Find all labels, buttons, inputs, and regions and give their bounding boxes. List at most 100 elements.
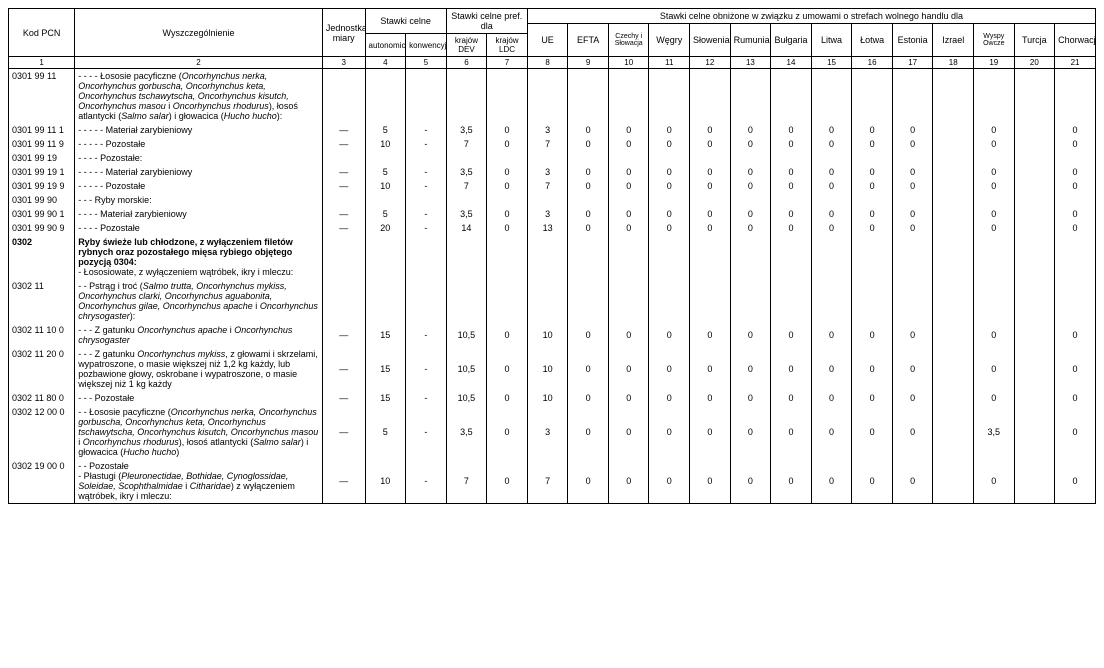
cell-value: 3,5 — [446, 207, 487, 221]
cell-value — [730, 69, 771, 124]
cell-value — [973, 69, 1014, 124]
cell-value: — — [322, 459, 365, 504]
cell-value: 0 — [892, 323, 933, 347]
cell-value — [933, 193, 974, 207]
cell-code: 0301 99 19 1 — [9, 165, 75, 179]
cell-value — [690, 69, 731, 124]
cell-value — [852, 235, 893, 279]
cell-value — [973, 279, 1014, 323]
cell-value: 7 — [446, 179, 487, 193]
cell-value: 0 — [730, 323, 771, 347]
cell-value — [446, 193, 487, 207]
table-row: 0301 99 19- - - - Pozostałe: — [9, 151, 1096, 165]
table-row: 0302Ryby świeże lub chłodzone, z wyłącze… — [9, 235, 1096, 279]
h-stawki: Stawki celne — [365, 9, 446, 34]
cell-value: 0 — [1055, 123, 1096, 137]
cell-value — [568, 69, 609, 124]
cell-code: 0302 — [9, 235, 75, 279]
col-num: 9 — [568, 57, 609, 69]
cell-value: - — [406, 179, 447, 193]
cell-value: - — [406, 207, 447, 221]
cell-value — [1055, 279, 1096, 323]
cell-value — [771, 279, 812, 323]
cell-value: 0 — [568, 347, 609, 391]
cell-value — [852, 151, 893, 165]
cell-value — [1014, 391, 1055, 405]
cell-value: 5 — [365, 123, 406, 137]
table-row: 0301 99 11 1- - - - - Materiał zarybieni… — [9, 123, 1096, 137]
h-lotwa: Łotwa — [852, 24, 893, 57]
column-numbers: 123456789101112131415161718192021 — [9, 57, 1096, 69]
cell-value — [322, 69, 365, 124]
cell-value: 0 — [1055, 221, 1096, 235]
cell-code: 0301 99 11 1 — [9, 123, 75, 137]
col-num: 19 — [973, 57, 1014, 69]
cell-value: 0 — [852, 123, 893, 137]
cell-value: 0 — [649, 459, 690, 504]
cell-value — [365, 235, 406, 279]
h-tur: Turcja — [1014, 24, 1055, 57]
cell-value: 3,5 — [446, 165, 487, 179]
cell-value: 3,5 — [446, 123, 487, 137]
table-row: 0302 11- - Pstrąg i troć (Salmo trutta, … — [9, 279, 1096, 323]
cell-value: 0 — [771, 221, 812, 235]
cell-value: 5 — [365, 207, 406, 221]
cell-code: 0302 11 — [9, 279, 75, 323]
tariff-table: Kod PCN Wyszczególnienie Jednostka miary… — [8, 8, 1096, 504]
cell-value — [487, 193, 528, 207]
cell-value: 0 — [690, 391, 731, 405]
h-auto: autonomiczne — [365, 34, 406, 57]
cell-value: 0 — [973, 391, 1014, 405]
cell-value: 0 — [568, 323, 609, 347]
cell-value: 0 — [649, 405, 690, 459]
cell-value: 10,5 — [446, 323, 487, 347]
cell-value: 0 — [608, 347, 649, 391]
col-num: 6 — [446, 57, 487, 69]
cell-value: 0 — [811, 179, 852, 193]
cell-value — [892, 193, 933, 207]
cell-value: 5 — [365, 165, 406, 179]
h-wysz: Wyszczególnienie — [75, 9, 323, 57]
cell-desc: - - Łososie pacyficzne (Oncorhynchus ner… — [75, 405, 323, 459]
cell-value: 0 — [608, 165, 649, 179]
cell-desc: - - - Z gatunku Oncorhynchus apache i On… — [75, 323, 323, 347]
cell-value: 0 — [852, 221, 893, 235]
cell-value: 0 — [487, 391, 528, 405]
cell-value — [690, 279, 731, 323]
cell-value — [1014, 151, 1055, 165]
cell-value: 0 — [892, 459, 933, 504]
cell-value — [608, 235, 649, 279]
cell-value: 0 — [690, 123, 731, 137]
cell-value — [1014, 207, 1055, 221]
cell-value: 0 — [568, 179, 609, 193]
cell-value — [811, 235, 852, 279]
col-num: 7 — [487, 57, 528, 69]
cell-value: — — [322, 221, 365, 235]
cell-value: 10,5 — [446, 347, 487, 391]
table-row: 0301 99 11- - - - Łososie pacyficzne (On… — [9, 69, 1096, 124]
cell-desc: - - - Ryby morskie: — [75, 193, 323, 207]
cell-value — [973, 151, 1014, 165]
cell-value: 0 — [771, 165, 812, 179]
cell-value — [730, 193, 771, 207]
cell-value: 0 — [568, 221, 609, 235]
h-czechy: Czechy i Słowacja — [608, 24, 649, 57]
col-num: 5 — [406, 57, 447, 69]
cell-value: 0 — [852, 391, 893, 405]
cell-value — [933, 221, 974, 235]
cell-value — [1014, 405, 1055, 459]
cell-value — [933, 391, 974, 405]
h-rum: Rumunia — [730, 24, 771, 57]
h-ue: UE — [527, 24, 568, 57]
h-est: Estonia — [892, 24, 933, 57]
cell-value — [973, 193, 1014, 207]
cell-value: 0 — [730, 347, 771, 391]
cell-value: 3 — [527, 123, 568, 137]
cell-value: 0 — [892, 391, 933, 405]
cell-value: 0 — [811, 347, 852, 391]
table-row: 0301 99 19 9- - - - - Pozostałe—10-70700… — [9, 179, 1096, 193]
cell-value: 7 — [527, 137, 568, 151]
cell-value: 0 — [811, 323, 852, 347]
col-num: 10 — [608, 57, 649, 69]
cell-value: 0 — [973, 347, 1014, 391]
